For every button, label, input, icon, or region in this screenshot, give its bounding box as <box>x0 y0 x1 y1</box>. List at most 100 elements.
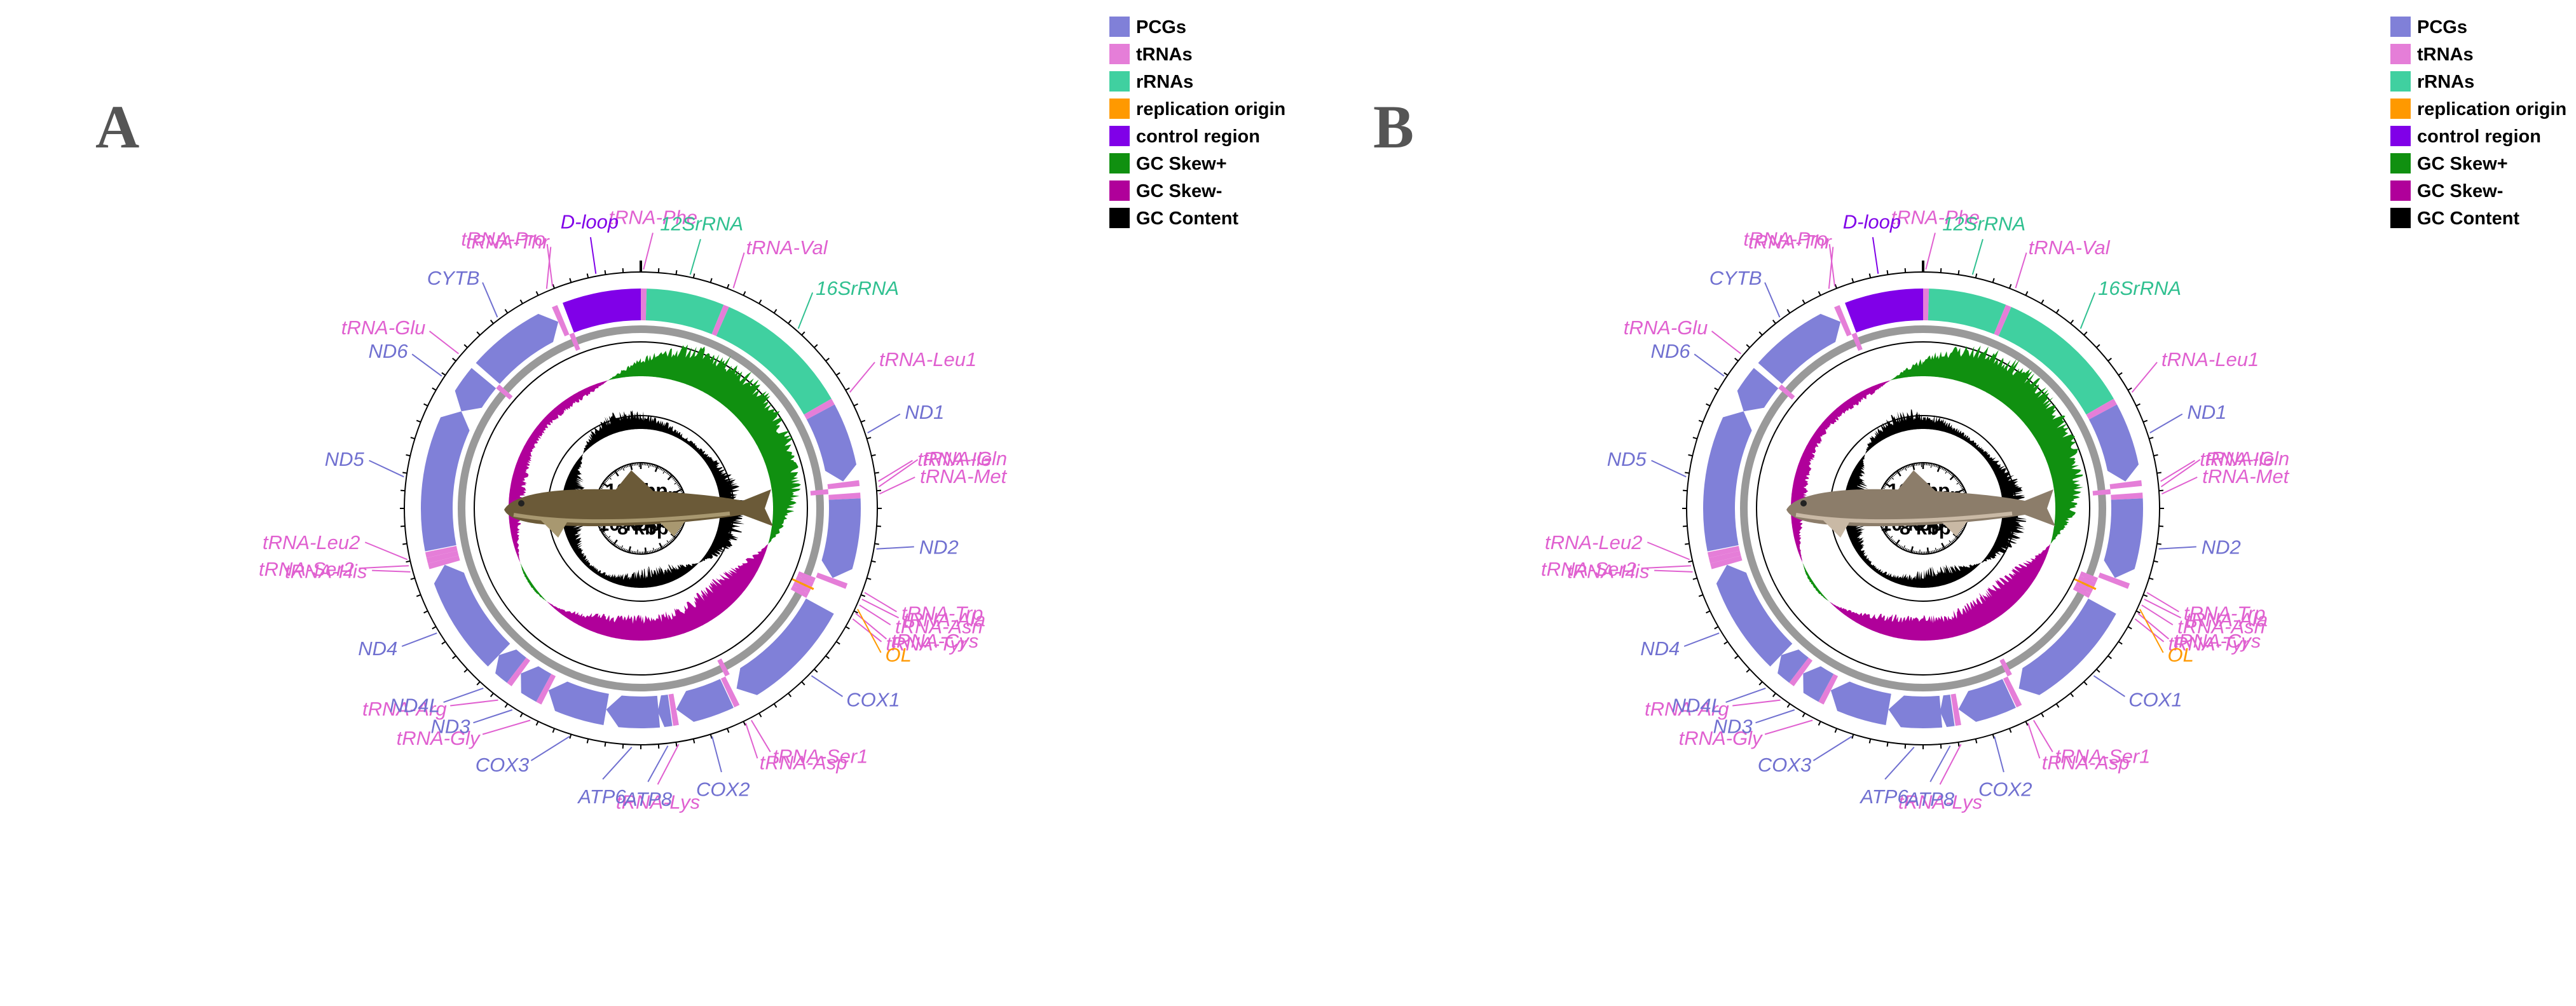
outer-tick <box>2055 309 2060 314</box>
scale-tick <box>612 539 618 546</box>
scale-tick <box>602 482 609 487</box>
label-cox1: COX1 <box>2128 688 2182 710</box>
outer-tick <box>400 525 406 527</box>
feature-trna-ala <box>2079 571 2099 583</box>
outer-tick <box>519 299 523 304</box>
label-leader <box>1725 687 1766 703</box>
outer-tick <box>406 560 411 563</box>
scale-tick <box>613 470 619 477</box>
label-leader <box>861 599 900 619</box>
feature-trna-arg <box>507 657 531 686</box>
label-leader <box>2093 675 2125 697</box>
outer-tick <box>2008 283 2012 289</box>
fish-pectoral-fin <box>539 519 568 538</box>
scale-tick <box>1929 551 1931 554</box>
scale-tick <box>1941 543 1946 550</box>
scale-tick <box>1887 479 1891 481</box>
label-leader <box>864 592 897 613</box>
feature-trna-ile <box>827 480 860 489</box>
outer-tick <box>1698 419 1704 423</box>
scale-tick <box>673 479 676 481</box>
label-leader <box>859 604 891 626</box>
outer-tick <box>1851 278 1854 283</box>
scale-tick <box>647 463 648 466</box>
scale-tick <box>665 543 668 547</box>
outer-tick <box>1746 669 1750 673</box>
feature-trna-val <box>711 304 729 336</box>
scale-tick <box>1959 532 1962 534</box>
label-leader <box>369 459 404 478</box>
label-leader <box>1647 541 1690 561</box>
label-trna-ser1: tRNA-Ser1 <box>2055 745 2151 767</box>
outer-tick <box>416 594 421 597</box>
scale-tick <box>631 550 633 554</box>
scale-tick <box>1896 543 1899 547</box>
scale-tick <box>1905 548 1908 552</box>
outer-tick <box>1786 703 1791 708</box>
outer-tick <box>441 641 446 645</box>
scale-tick <box>1951 540 1954 543</box>
label-nd4: ND4 <box>358 637 397 660</box>
label-leader <box>401 632 437 647</box>
feature-trna-pro <box>1851 332 1863 351</box>
label-leader <box>1971 239 1983 275</box>
feature-trna-thr <box>1834 304 1852 337</box>
label-trna-pro: tRNA-Pro <box>461 228 545 250</box>
skew-outer-circle <box>1756 341 2090 676</box>
scale-tick <box>675 533 678 536</box>
label-trna-phe: tRNA-Phe <box>1891 206 1980 228</box>
label-d-loop: D-loop <box>561 210 619 233</box>
outer-tick <box>845 387 850 391</box>
legend-label-pcgs: PCGs <box>2417 17 2467 37</box>
label-nd1: ND1 <box>2187 401 2226 423</box>
legend-swatch-replication-origin <box>1109 99 1130 119</box>
scale-tick <box>619 546 621 549</box>
scale-tick <box>1963 490 1966 493</box>
feature-ol <box>2073 578 2097 590</box>
label-leader <box>1641 565 1692 569</box>
label-leader <box>359 565 409 569</box>
scale-tick <box>1900 468 1902 472</box>
outer-tick <box>535 721 539 726</box>
scale-tick <box>1894 472 1896 475</box>
outer-tick <box>1706 403 1711 407</box>
outer-tick <box>423 403 428 407</box>
outer-tick <box>519 712 523 717</box>
outer-tick <box>876 525 882 527</box>
label-nd4l: ND4L <box>1672 695 1722 717</box>
feature-atp6 <box>1888 695 1943 728</box>
label-leader <box>1939 744 1962 785</box>
label-leader <box>2158 546 2196 550</box>
outer-tick <box>490 320 494 324</box>
scale-tick <box>657 547 660 551</box>
scale-tick <box>1881 526 1884 528</box>
feature-nd4l <box>1778 649 1809 683</box>
outer-tick <box>743 291 746 296</box>
outer-tick <box>552 283 556 289</box>
scale-tick <box>654 465 659 472</box>
scale-tick <box>610 540 613 543</box>
scale-tick <box>1902 467 1905 470</box>
label-trna-met: tRNA-Met <box>2202 465 2289 487</box>
feature-trna-asp <box>720 676 740 708</box>
gc-content-track <box>1844 409 2029 588</box>
scale-tick <box>1954 537 1957 540</box>
outer-tick <box>814 669 818 673</box>
label-nd5: ND5 <box>1607 448 1647 470</box>
outer-tick <box>2070 693 2074 697</box>
legend-label-rrnas: rRNAs <box>1136 72 1193 92</box>
outer-tick <box>1682 525 1688 527</box>
feature-trna-leu1 <box>804 398 835 420</box>
scale-tick <box>605 479 608 481</box>
outer-tick <box>1714 387 1719 391</box>
scale-tick <box>1951 473 1954 477</box>
scale-tick <box>670 540 673 542</box>
label-leader <box>878 459 913 482</box>
label-leader <box>545 247 552 289</box>
gc-content-histogram <box>1844 409 2029 588</box>
scale-tick <box>602 532 605 534</box>
scale-tick <box>615 545 618 548</box>
fish-photo <box>504 470 773 538</box>
feature-trna-ser1 <box>717 658 730 677</box>
scale-tick <box>1889 477 1892 480</box>
